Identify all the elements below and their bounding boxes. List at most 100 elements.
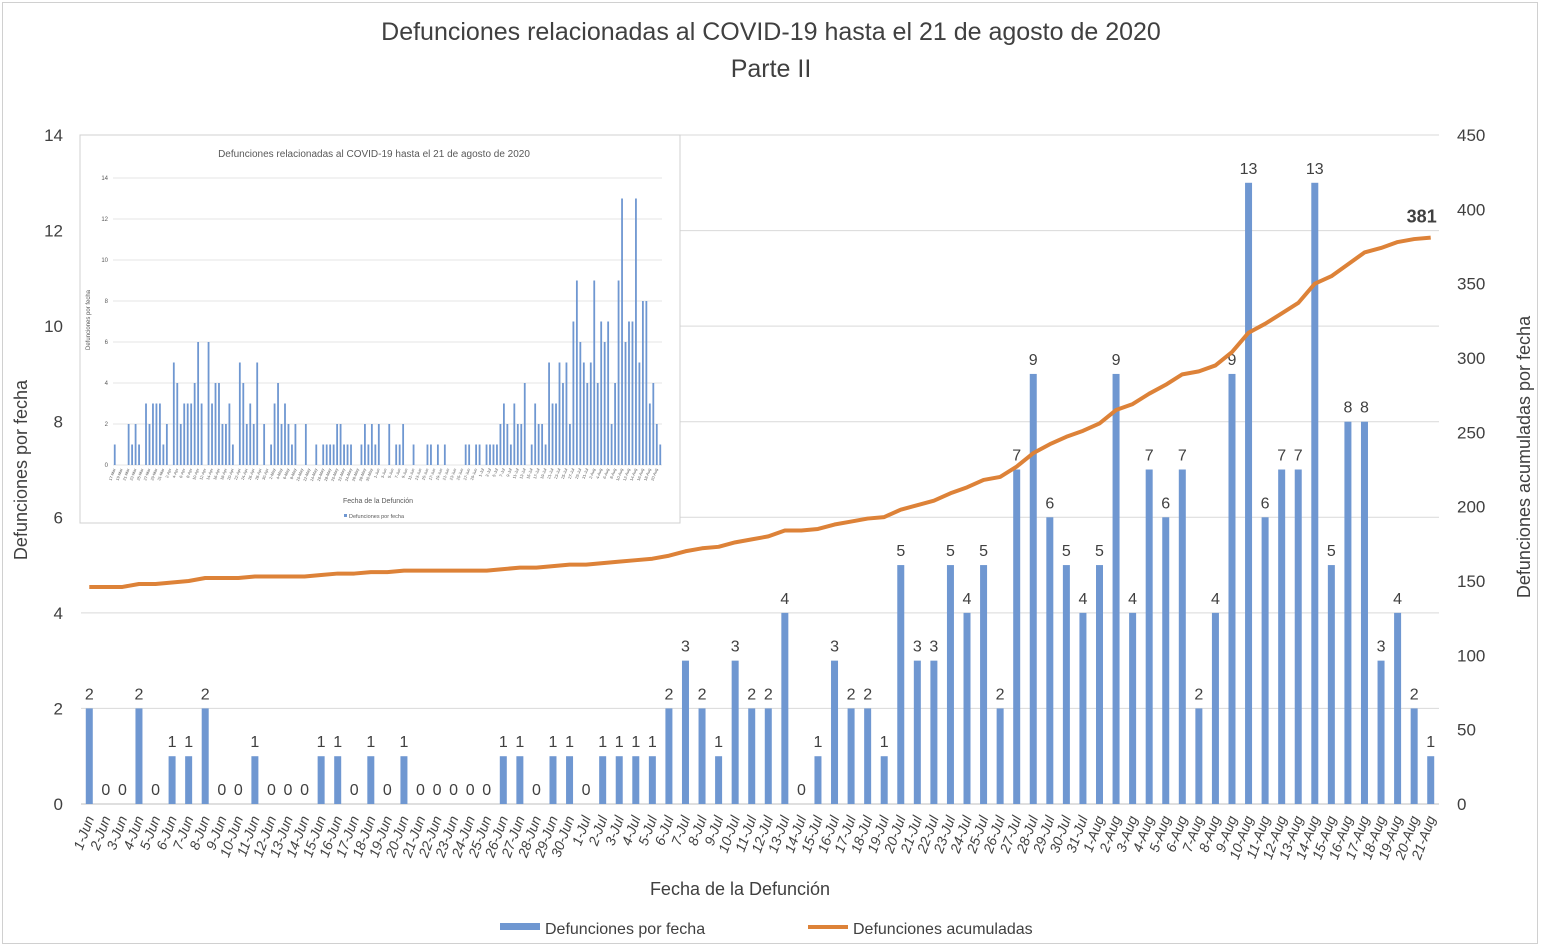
inset-x-tick-label: 8-Aug — [609, 468, 617, 480]
inset-bar — [207, 342, 210, 465]
bar-data-label: 7 — [1012, 448, 1021, 465]
bar-data-label: 4 — [1211, 591, 1220, 608]
inset-bar — [589, 362, 592, 465]
bar-data-label: 4 — [1393, 591, 1402, 608]
bar — [1261, 517, 1269, 804]
inset-x-tick-label: 22-Apr — [233, 467, 242, 481]
inset-bar — [183, 403, 186, 465]
y2-tick-label: 350 — [1457, 275, 1485, 294]
inset-bar — [621, 198, 623, 465]
inset-x-tick-label: 10-Aug — [615, 468, 624, 482]
inset-bar — [273, 403, 276, 465]
inset-bar — [211, 403, 213, 465]
inset-x-tick-label: 5-Jul — [491, 468, 499, 478]
inset-bar — [398, 444, 401, 465]
bar-data-label: 1 — [549, 734, 558, 751]
inset-x-tick-label: 6-Apr — [178, 467, 186, 479]
inset-x-tick-label: 7-Jul — [498, 468, 506, 478]
inset-bar — [155, 403, 158, 465]
inset-bar — [270, 444, 272, 465]
bar-data-label: 2 — [201, 686, 210, 703]
inset-bar — [367, 444, 370, 465]
bar-data-label: 1 — [399, 734, 408, 751]
bar-data-label: 0 — [466, 782, 475, 799]
inset-bar — [582, 362, 585, 465]
bar — [648, 756, 656, 804]
bar — [665, 708, 673, 804]
bar-data-label: 1 — [366, 734, 375, 751]
inset-bar — [322, 444, 325, 465]
bar — [1112, 373, 1120, 804]
inset-bar — [509, 444, 512, 465]
inset-bar — [134, 424, 137, 465]
bar — [913, 660, 921, 804]
bar-data-label: 1 — [184, 734, 193, 751]
bar-data-label: 7 — [1145, 448, 1154, 465]
inset-bar — [127, 424, 130, 465]
y-tick-label: 10 — [44, 317, 63, 336]
bar — [367, 756, 375, 804]
inset-bar — [565, 362, 568, 465]
bar-data-label: 0 — [350, 782, 359, 799]
bar-data-label: 0 — [797, 782, 806, 799]
bar-data-label: 7 — [1294, 448, 1303, 465]
inset-bar — [569, 424, 571, 465]
bar-data-label: 1 — [333, 734, 342, 751]
inset-x-tick-label: 10-May — [295, 468, 304, 482]
inset-bar — [645, 301, 648, 465]
inset-x-tick-label: 9-Jun — [400, 468, 408, 479]
bar — [1029, 373, 1037, 804]
bar-data-label: 4 — [1128, 591, 1137, 608]
bar-data-label: 2 — [1410, 686, 1419, 703]
inset-x-tick-label: 20-Apr — [226, 467, 235, 481]
inset-bar — [336, 424, 339, 465]
inset-bar — [503, 403, 505, 465]
inset-bar — [350, 444, 352, 465]
inset-x-tick-label: 8-May — [289, 468, 298, 480]
bar-data-label: 5 — [896, 543, 905, 560]
bar-data-label: 1 — [168, 734, 177, 751]
inset-bar — [360, 444, 363, 465]
inset-y-tick-label: 10 — [101, 258, 108, 264]
bar-data-label: 6 — [1261, 495, 1270, 512]
bar — [897, 565, 905, 804]
inset-x-tick-label: 23-Mar — [128, 467, 137, 481]
inset-bar — [277, 383, 279, 465]
legend-label-bars: Defunciones por fecha — [545, 921, 705, 938]
inset-y-tick-label: 8 — [105, 299, 109, 305]
bar — [1046, 517, 1054, 804]
bar-data-label: 8 — [1343, 400, 1352, 417]
bar-data-label: 0 — [482, 782, 491, 799]
bar-data-label: 2 — [135, 686, 144, 703]
bar — [1195, 708, 1203, 804]
inset-bar — [655, 424, 658, 465]
y2-tick-label: 450 — [1457, 126, 1485, 145]
inset-bar — [343, 444, 345, 465]
bar-data-label: 1 — [631, 734, 640, 751]
bar-data-label: 0 — [267, 782, 276, 799]
y2-axis-title: Defunciones acumuladas por fecha — [1514, 315, 1534, 598]
inset-chart: Defunciones relacionadas al COVID-19 has… — [79, 134, 681, 524]
inset-y-tick-label: 4 — [105, 381, 109, 387]
bar-data-label: 0 — [582, 782, 591, 799]
inset-x-tick-label: 31-Mar — [156, 467, 165, 481]
inset-bar — [464, 444, 467, 465]
inset-x-tick-label: 23-Jun — [448, 468, 457, 481]
inset-x-tick-label: 29-Jul — [574, 468, 582, 480]
bar-data-label: 1 — [648, 734, 657, 751]
bar-data-label: 5 — [1062, 543, 1071, 560]
inset-x-tick-label: 19-Mar — [115, 467, 124, 481]
bar-data-label: 1 — [499, 734, 508, 751]
bar-data-label: 1 — [598, 734, 607, 751]
y-tick-label: 6 — [54, 508, 63, 527]
inset-bar — [641, 301, 644, 465]
bar — [400, 756, 408, 804]
inset-x-tick-label: 5-Jun — [387, 468, 395, 479]
x-axis-title: Fecha de la Defunción — [650, 879, 830, 899]
bar-data-label: 2 — [698, 686, 707, 703]
inset-bar — [245, 424, 248, 465]
inset-x-tick-label: 19-Jul — [539, 468, 547, 480]
bar — [1278, 469, 1286, 804]
inset-x-tick-label: 12-May — [302, 468, 311, 482]
inset-bar — [131, 444, 134, 465]
